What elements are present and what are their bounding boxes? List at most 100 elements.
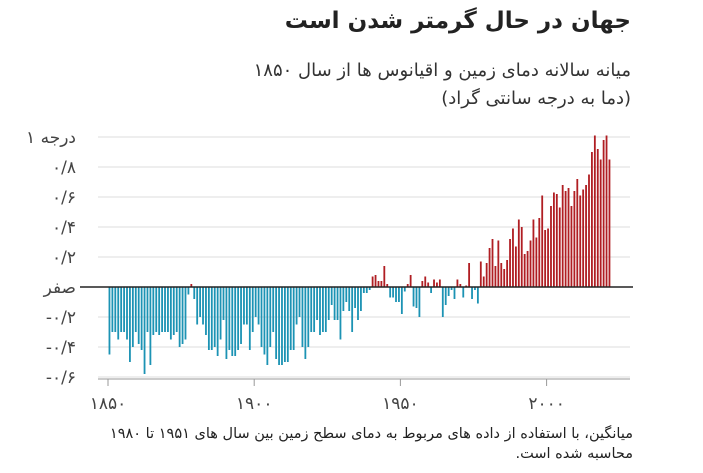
bar bbox=[593, 135, 596, 287]
bar bbox=[316, 287, 318, 320]
bar bbox=[336, 287, 339, 320]
y-tick-label: ۱ درجه bbox=[26, 128, 76, 148]
bar bbox=[532, 219, 535, 287]
bar bbox=[333, 287, 336, 320]
bar bbox=[134, 287, 137, 332]
bar bbox=[295, 287, 298, 325]
bar bbox=[514, 246, 517, 287]
bar bbox=[114, 287, 117, 332]
bar bbox=[453, 287, 456, 299]
bar bbox=[117, 287, 120, 340]
bar bbox=[175, 287, 178, 332]
y-axis-ticks: ۱ درجه ۰/۸ ۰/۶ ۰/۴ ۰/۲ صفر -۰/۲ -۰/۴ -۰/۶ bbox=[26, 128, 76, 388]
bar bbox=[444, 287, 447, 305]
bar bbox=[283, 287, 286, 362]
y-tick-label: -۰/۶ bbox=[46, 368, 76, 388]
bar bbox=[140, 287, 143, 350]
bar bbox=[482, 276, 485, 287]
bar bbox=[415, 287, 418, 308]
bar bbox=[570, 206, 573, 287]
bar bbox=[339, 287, 342, 340]
bar bbox=[260, 287, 263, 347]
bar bbox=[248, 287, 251, 350]
bar bbox=[292, 287, 295, 350]
y-tick-label: صفر bbox=[43, 278, 76, 298]
bar bbox=[108, 287, 111, 355]
x-tick-label: ۲۰۰۰ bbox=[528, 394, 565, 414]
bar bbox=[310, 287, 313, 332]
bar bbox=[210, 287, 213, 350]
bar bbox=[386, 284, 389, 287]
bar bbox=[137, 287, 140, 344]
bar bbox=[550, 206, 552, 287]
bar bbox=[240, 287, 242, 344]
bar bbox=[281, 287, 283, 365]
bar bbox=[409, 275, 412, 287]
bar bbox=[599, 159, 602, 287]
bar bbox=[398, 287, 400, 302]
bar bbox=[383, 266, 386, 287]
chart-subtitle: میانه سالانه دمای زمین و اقیانوس ها از س… bbox=[254, 57, 631, 113]
footnote-line-1: میانگین، با استفاده از داده های مربوط به… bbox=[109, 426, 633, 442]
bar bbox=[251, 287, 254, 332]
bar bbox=[237, 287, 240, 350]
bar bbox=[462, 287, 465, 298]
bar bbox=[216, 287, 219, 356]
bar bbox=[579, 195, 582, 287]
y-tick-label: ۰/۲ bbox=[52, 248, 76, 268]
x-tick-label: ۱۹۰۰ bbox=[236, 394, 273, 414]
bar bbox=[272, 287, 275, 332]
x-axis-ticks: ۱۸۵۰ ۱۹۰۰ ۱۹۵۰ ۲۰۰۰ bbox=[90, 379, 565, 414]
y-tick-label: ۰/۸ bbox=[52, 158, 76, 178]
bar bbox=[585, 185, 587, 287]
subtitle-line-1: میانه سالانه دمای زمین و اقیانوس ها از س… bbox=[253, 60, 631, 81]
bar bbox=[500, 263, 503, 287]
bar bbox=[392, 287, 394, 298]
bar bbox=[389, 287, 392, 298]
bar bbox=[307, 287, 310, 347]
bar bbox=[324, 287, 327, 332]
bar bbox=[506, 260, 509, 287]
bar bbox=[368, 287, 371, 290]
bar bbox=[286, 287, 289, 362]
bar bbox=[529, 240, 532, 287]
bar bbox=[257, 287, 260, 325]
bar bbox=[123, 287, 125, 332]
bar bbox=[406, 284, 409, 287]
bar bbox=[517, 219, 520, 287]
bar bbox=[602, 140, 605, 287]
bar bbox=[459, 284, 462, 287]
bar bbox=[564, 191, 567, 287]
bar bbox=[167, 287, 169, 332]
chart-footnote: میانگین، با استفاده از داده های مربوط به… bbox=[110, 424, 633, 464]
bar bbox=[187, 287, 190, 295]
subtitle-line-2: (دما به درجه سانتی گراد) bbox=[441, 88, 631, 109]
bar bbox=[468, 263, 471, 287]
bar bbox=[304, 287, 307, 359]
bar bbox=[190, 284, 193, 287]
bar bbox=[541, 195, 544, 287]
bar bbox=[447, 287, 450, 296]
bar bbox=[395, 287, 397, 302]
bar bbox=[234, 287, 237, 356]
bar bbox=[553, 192, 555, 287]
bar bbox=[319, 287, 321, 335]
bar bbox=[488, 248, 491, 287]
bar bbox=[567, 188, 570, 287]
bar bbox=[608, 159, 611, 287]
bar bbox=[207, 287, 210, 350]
bar bbox=[196, 287, 199, 325]
bar bbox=[184, 287, 187, 340]
bar bbox=[474, 287, 476, 290]
bar bbox=[424, 276, 427, 287]
y-tick-label: -۰/۴ bbox=[46, 338, 76, 358]
bar bbox=[362, 287, 365, 293]
bar bbox=[494, 266, 497, 287]
bar bbox=[243, 287, 245, 325]
bar bbox=[512, 228, 514, 287]
bar bbox=[400, 287, 403, 314]
x-tick-label: ۱۸۵۰ bbox=[90, 394, 127, 414]
bar bbox=[213, 287, 216, 347]
bar bbox=[555, 194, 558, 287]
